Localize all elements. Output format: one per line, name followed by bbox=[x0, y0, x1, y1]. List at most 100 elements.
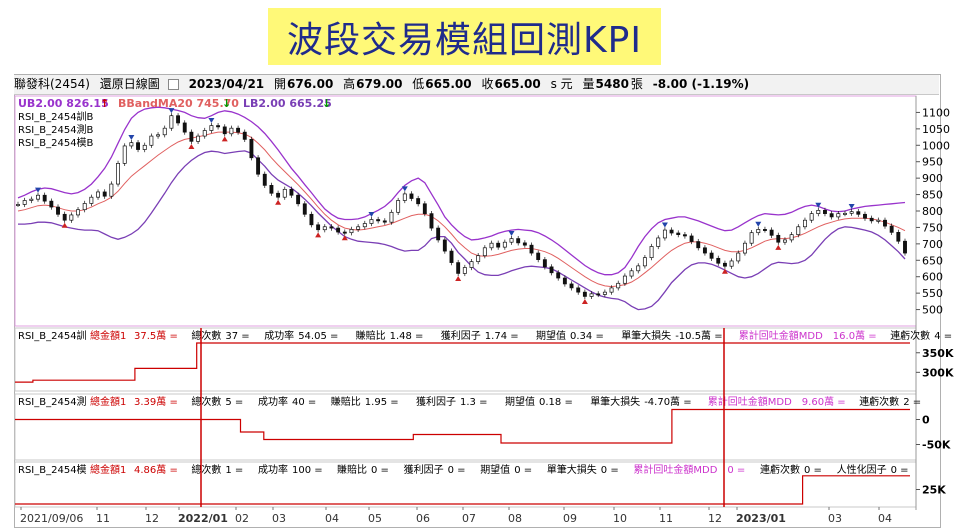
candle-body bbox=[502, 241, 507, 248]
volume-unit: 張 bbox=[630, 77, 643, 91]
candle-body bbox=[349, 229, 354, 234]
candle-body bbox=[249, 139, 254, 159]
candle-body bbox=[662, 229, 667, 239]
candle-body bbox=[16, 204, 20, 206]
x-tick-label: 04 bbox=[325, 512, 339, 525]
legend-upper-band: UB2.00 826.15 bbox=[18, 97, 109, 110]
kpi-label: 總金額1 bbox=[90, 395, 126, 408]
open-value: 676.00 bbox=[286, 77, 334, 91]
sell-signal-marker bbox=[755, 221, 762, 227]
kpi-label: 單筆大損失 bbox=[590, 395, 640, 408]
candle-body bbox=[482, 247, 487, 257]
kpi-value: 4.86萬 = bbox=[134, 463, 178, 476]
y-tick-label: 1100 bbox=[922, 106, 950, 119]
candle-body bbox=[42, 194, 47, 202]
candle-body bbox=[409, 193, 414, 199]
candle-body bbox=[289, 188, 294, 196]
candle-body bbox=[222, 126, 227, 135]
kpi-value: 0 = bbox=[727, 465, 745, 476]
high-value: 679.00 bbox=[356, 77, 403, 91]
sell-signal-marker bbox=[168, 108, 175, 114]
candlestick-group bbox=[16, 113, 907, 300]
candle-body bbox=[576, 287, 581, 293]
x-tick-label: 12 bbox=[145, 512, 159, 525]
kpi-value: 16.0萬 = bbox=[833, 329, 877, 342]
candle-body bbox=[49, 200, 54, 208]
kpi-label: 賺賠比 bbox=[337, 463, 367, 476]
volume-label: 量 bbox=[582, 77, 595, 91]
sell-signal-marker bbox=[368, 211, 375, 217]
candle-body bbox=[456, 262, 461, 274]
mode-dropdown-icon[interactable] bbox=[167, 79, 179, 90]
candle-body bbox=[696, 241, 701, 249]
y-tick-label: 550 bbox=[922, 287, 943, 300]
kpi-value: 40 = bbox=[292, 397, 316, 408]
buy-signal-marker bbox=[341, 235, 348, 241]
legend-strategy-name: RSI_B_2454訓B bbox=[18, 110, 94, 123]
buy-signal-marker bbox=[188, 143, 195, 149]
lower-band-line bbox=[18, 150, 906, 311]
legend-lower-band: LB2.00 665.25 bbox=[243, 97, 332, 110]
candle-body bbox=[342, 231, 347, 234]
kpi-label: 累計回吐金額MDD bbox=[739, 329, 823, 342]
sell-signal-marker bbox=[208, 117, 215, 123]
candle-body bbox=[649, 246, 654, 259]
equity-tick-label: 25K bbox=[922, 484, 946, 497]
candle-body bbox=[89, 196, 94, 204]
candle-body bbox=[336, 227, 341, 233]
x-tick-label: 11 bbox=[96, 512, 110, 525]
candle-body bbox=[396, 200, 401, 213]
candle-body bbox=[429, 213, 434, 229]
y-tick-label: 950 bbox=[922, 156, 943, 169]
chart-mode[interactable]: 還原日線圖 bbox=[99, 77, 160, 91]
candle-body bbox=[142, 144, 147, 150]
candle-body bbox=[282, 188, 287, 198]
sell-signal-marker bbox=[128, 135, 135, 141]
kpi-label: 成功率 bbox=[264, 329, 294, 342]
equity-tick-label: -50K bbox=[922, 439, 951, 452]
buy-signal-marker bbox=[221, 136, 228, 142]
sell-signal-marker bbox=[815, 202, 822, 208]
candle-body bbox=[803, 219, 807, 228]
candle-body bbox=[582, 291, 587, 297]
x-tick-label: 02 bbox=[235, 512, 249, 525]
kpi-label: 累計回吐金額MDD bbox=[633, 463, 717, 476]
candle-body bbox=[796, 226, 801, 236]
upper-band-line bbox=[17, 106, 906, 276]
candle-body bbox=[116, 163, 120, 185]
candle-body bbox=[783, 239, 787, 243]
candle-body bbox=[202, 130, 207, 137]
x-tick-label: 04 bbox=[878, 512, 892, 525]
candle-body bbox=[262, 173, 267, 186]
candle-body bbox=[749, 232, 754, 244]
x-tick-label: 03 bbox=[272, 512, 286, 525]
candle-body bbox=[896, 232, 901, 242]
candle-body bbox=[789, 234, 794, 241]
y-tick-label: 1000 bbox=[922, 139, 950, 152]
candle-body bbox=[729, 260, 734, 267]
candle-body bbox=[442, 239, 447, 252]
low-label: 低 bbox=[412, 77, 425, 91]
kpi-label: 總次數 bbox=[191, 463, 221, 476]
candle-body bbox=[256, 157, 261, 175]
panel-strategy-name: RSI_B_2454測 bbox=[18, 395, 87, 408]
legend-up-arrow-icon: ↑ bbox=[100, 97, 109, 110]
volume-value: 5480 bbox=[595, 77, 629, 91]
candle-body bbox=[489, 242, 494, 249]
equity-tick-label: 350K bbox=[922, 347, 954, 360]
candle-body bbox=[863, 213, 867, 219]
sell-signal-marker bbox=[508, 231, 515, 236]
candle-body bbox=[903, 240, 907, 254]
candle-body bbox=[96, 191, 100, 198]
quote-date: 2023/04/21 bbox=[188, 77, 265, 91]
kpi-value: 54.05 = bbox=[298, 331, 338, 342]
kpi-value: 2 = bbox=[903, 397, 921, 408]
candle-body bbox=[269, 185, 274, 194]
candle-body bbox=[849, 211, 854, 214]
candle-body bbox=[809, 213, 814, 221]
candle-body bbox=[296, 194, 301, 205]
candle-body bbox=[462, 267, 467, 274]
quote-infobar: 聯發科(2454) 還原日線圖 2023/04/21 開676.00 高679.… bbox=[14, 75, 939, 95]
close-value: 665.00 bbox=[494, 77, 541, 91]
price-unit: s 元 bbox=[550, 77, 573, 91]
